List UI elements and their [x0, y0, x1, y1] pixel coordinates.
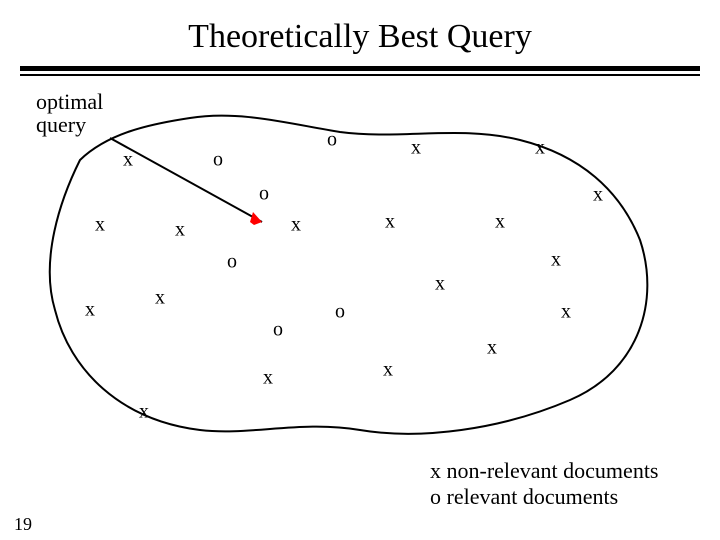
nonrelevant-marker: x [263, 367, 273, 390]
optimal-query-arrow-head [250, 212, 262, 225]
nonrelevant-marker: x [495, 211, 505, 234]
document-space-blob [50, 116, 648, 434]
legend-row: x non-relevant documents [430, 458, 659, 484]
nonrelevant-marker: x [291, 214, 301, 237]
nonrelevant-marker: x [155, 287, 165, 310]
nonrelevant-marker: x [175, 219, 185, 242]
relevant-marker: o [335, 301, 345, 324]
nonrelevant-marker: x [85, 299, 95, 322]
relevant-marker: o [327, 129, 337, 152]
nonrelevant-marker: x [593, 184, 603, 207]
nonrelevant-marker: x [551, 249, 561, 272]
relevant-marker: o [273, 319, 283, 342]
legend-row: o relevant documents [430, 484, 659, 510]
relevant-marker: o [259, 183, 269, 206]
nonrelevant-marker: x [411, 137, 421, 160]
relevant-marker: o [227, 251, 237, 274]
nonrelevant-marker: x [385, 211, 395, 234]
nonrelevant-marker: x [383, 359, 393, 382]
relevant-marker: o [213, 149, 223, 172]
legend: x non-relevant documentso relevant docum… [430, 458, 659, 510]
nonrelevant-marker: x [561, 301, 571, 324]
nonrelevant-marker: x [95, 214, 105, 237]
nonrelevant-marker: x [123, 149, 133, 172]
nonrelevant-marker: x [435, 273, 445, 296]
nonrelevant-marker: x [139, 401, 149, 424]
nonrelevant-marker: x [535, 137, 545, 160]
page-number: 19 [14, 514, 32, 535]
nonrelevant-marker: x [487, 337, 497, 360]
slide: Theoretically Best Query optimal query x… [0, 0, 720, 540]
